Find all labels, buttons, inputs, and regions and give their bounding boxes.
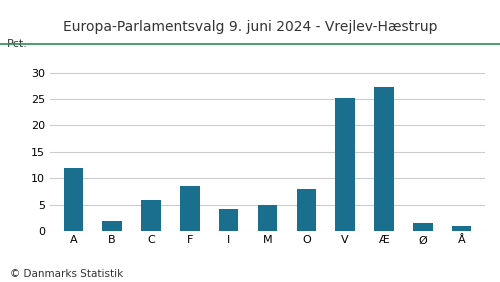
Text: Europa-Parlamentsvalg 9. juni 2024 - Vrejlev-Hæstrup: Europa-Parlamentsvalg 9. juni 2024 - Vre… [63,20,437,34]
Bar [296,189,316,231]
Bar [452,226,471,231]
Text: © Danmarks Statistik: © Danmarks Statistik [10,269,123,279]
Bar [64,168,83,231]
Text: Pct.: Pct. [6,39,28,49]
Bar [258,205,277,231]
Bar [142,200,161,231]
Bar [336,98,355,231]
Bar [413,223,432,231]
Bar [180,186,200,231]
Bar [102,221,122,231]
Bar [374,87,394,231]
Bar [219,209,238,231]
